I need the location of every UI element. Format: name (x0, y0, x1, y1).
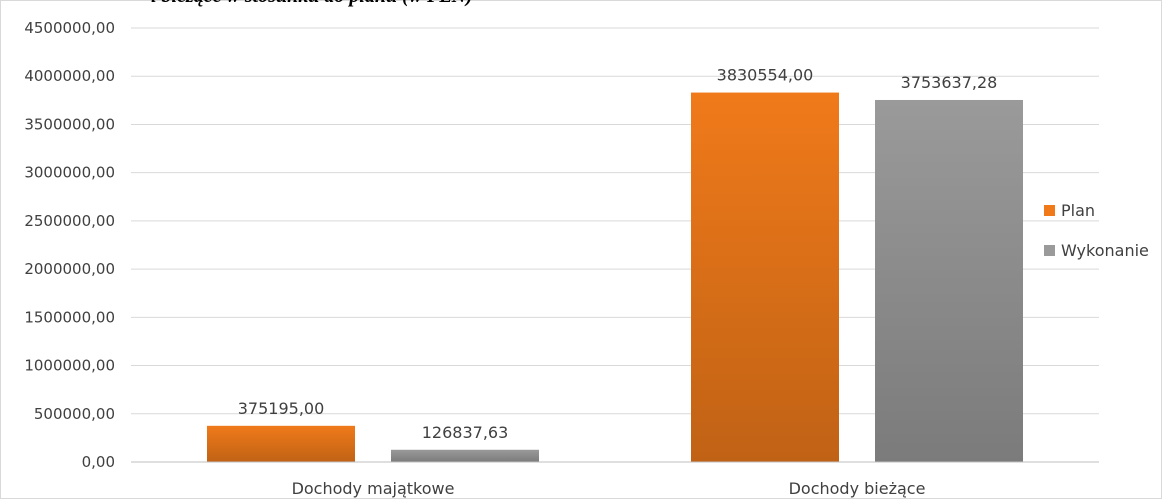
y-tick-label: 3500000,00 (24, 115, 115, 133)
x-tick-label: Dochody bieżące (789, 479, 926, 498)
x-tick-label: Dochody majątkowe (292, 479, 455, 498)
legend: Plan Wykonanie (1044, 201, 1149, 260)
data-label: 126837,63 (422, 423, 509, 442)
data-label: 3830554,00 (717, 66, 814, 85)
y-tick-label: 500000,00 (34, 405, 115, 423)
legend-swatch-plan (1044, 205, 1055, 216)
legend-swatch-wykonanie (1044, 245, 1055, 256)
y-axis: 0,00 500000,00 1000000,00 1500000,00 2000000… (24, 19, 115, 471)
data-label: 375195,00 (238, 399, 325, 418)
bar-plan (207, 425, 355, 462)
y-tick-label: 4500000,00 (24, 19, 115, 37)
x-axis: Dochody majątkowe Dochody bieżące (131, 461, 1099, 498)
bar-wykonanie (391, 449, 539, 462)
bar-wykonanie (875, 99, 1023, 462)
y-tick-label: 2500000,00 (24, 212, 115, 230)
y-tick-label: 1500000,00 (24, 308, 115, 326)
legend-label-wykonanie: Wykonanie (1061, 241, 1149, 260)
y-tick-label: 3000000,00 (24, 164, 115, 182)
chart-title: i bieżące w stosunku do planu (w PLN) (151, 0, 473, 8)
bar-plan (691, 92, 839, 463)
legend-label-plan: Plan (1061, 201, 1095, 220)
data-label: 3753637,28 (901, 73, 998, 92)
y-tick-label: 4000000,00 (24, 67, 115, 85)
y-tick-label: 2000000,00 (24, 260, 115, 278)
y-tick-label: 1000000,00 (24, 357, 115, 375)
y-tick-label: 0,00 (82, 453, 115, 471)
bars: 375195,00 126837,63 3830554,00 3753637,28 (207, 66, 1023, 463)
